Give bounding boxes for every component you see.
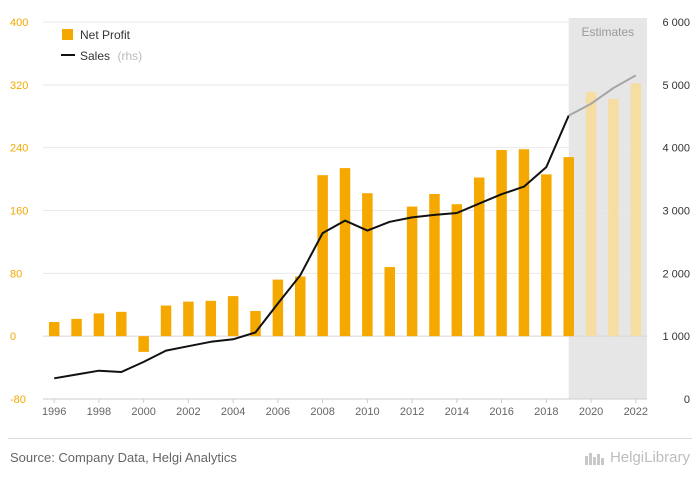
axes: -80 0 0 1 000 80 2 000 160 3 000 240 4 000 320 5 00…	[10, 17, 690, 418]
bar-net-profit-2015	[473, 177, 485, 337]
bar-net-profit-2006	[272, 279, 284, 337]
bar-net-profit-1999	[116, 311, 127, 337]
legend: Net Profit Sales (rhs)	[61, 28, 142, 64]
bar-net-profit-2008	[317, 175, 328, 337]
sales-line-estimate	[568, 74, 637, 117]
x-tick-label: 2008	[310, 406, 334, 418]
estimates-label: Estimates	[582, 25, 635, 39]
brand-name: HelgiLibrary	[609, 449, 690, 466]
bar-net-profit-2017	[518, 149, 530, 337]
bar-net-profit-2000	[138, 336, 149, 352]
x-tick-label: 2014	[445, 406, 469, 418]
right-tick-label: 2 000	[662, 268, 690, 280]
bar-net-profit-2009	[339, 168, 351, 337]
bar-net-profit-2014	[451, 204, 463, 337]
right-tick-label: 3 000	[662, 206, 690, 218]
right-tick-label: 1 000	[662, 331, 690, 343]
x-tick-label: 1998	[87, 406, 111, 418]
left-tick-label: 240	[10, 143, 28, 155]
right-tick-label: 0	[684, 394, 690, 406]
bar-net-profit-2002	[183, 301, 194, 337]
legend-label-sales-group: Sales (rhs)	[80, 47, 142, 64]
bar-net-profit-1997	[71, 318, 82, 337]
left-tick-label: 160	[10, 206, 28, 218]
bar-net-profit-2018	[541, 174, 552, 337]
left-tick-label: 320	[10, 80, 28, 92]
bar-net-profit-2005	[250, 311, 261, 337]
x-tick-label: 2020	[579, 406, 603, 418]
legend-label-sales: Sales	[80, 49, 110, 63]
bar-net-profit-2020	[585, 91, 597, 337]
bar-net-profit-2022	[630, 83, 642, 337]
x-tick-label: 2000	[131, 406, 155, 418]
x-tick-label: 2016	[489, 406, 513, 418]
bar-net-profit-2019	[563, 157, 574, 337]
footer-divider	[8, 438, 692, 439]
sales-line	[54, 74, 637, 380]
right-tick-label: 5 000	[662, 80, 690, 92]
left-tick-label: 80	[10, 268, 22, 280]
bar-net-profit-1998	[93, 313, 105, 337]
bar-net-profit-2007	[295, 276, 306, 337]
x-tick-label: 2018	[534, 406, 558, 418]
x-tick-label: 2010	[355, 406, 379, 418]
bar-net-profit-2012	[406, 206, 418, 337]
bar-net-profit-2011	[384, 267, 395, 337]
bar-net-profit-2003	[205, 300, 217, 337]
bar-net-profit-2021	[608, 98, 619, 337]
brand-logo: HelgiLibrary	[584, 449, 690, 466]
right-tick-label: 6 000	[662, 17, 690, 29]
bar-net-profit-2004	[227, 296, 239, 337]
x-tick-label: 2002	[176, 406, 200, 418]
x-tick-label: 1996	[42, 406, 66, 418]
chart: -80 0 0 1 000 80 2 000 160 3 000 240 4 000 320 5 00…	[10, 17, 690, 418]
left-tick-label: -80	[10, 394, 26, 406]
x-tick-label: 2006	[266, 406, 290, 418]
bar-net-profit-2016	[496, 150, 507, 337]
sales-line-actual	[54, 115, 570, 380]
x-tick-label: 2004	[221, 406, 245, 418]
x-tick-label: 2022	[624, 406, 648, 418]
bar-net-profit-2010	[362, 193, 373, 337]
legend-label-sales-note: (rhs)	[117, 49, 142, 63]
library-icon	[584, 452, 604, 465]
bar-net-profit-2013	[429, 194, 440, 337]
bar-net-profit-2001	[160, 305, 172, 337]
right-tick-label: 4 000	[662, 143, 690, 155]
legend-swatch-net-profit	[62, 29, 73, 40]
bar-net-profit-1996	[48, 322, 60, 337]
source-note: Source: Company Data, Helgi Analytics	[10, 450, 237, 465]
x-tick-label: 2012	[400, 406, 424, 418]
left-tick-label: 0	[10, 331, 16, 343]
bars	[48, 83, 642, 352]
left-tick-label: 400	[10, 17, 28, 29]
legend-label-net-profit: Net Profit	[80, 28, 131, 42]
